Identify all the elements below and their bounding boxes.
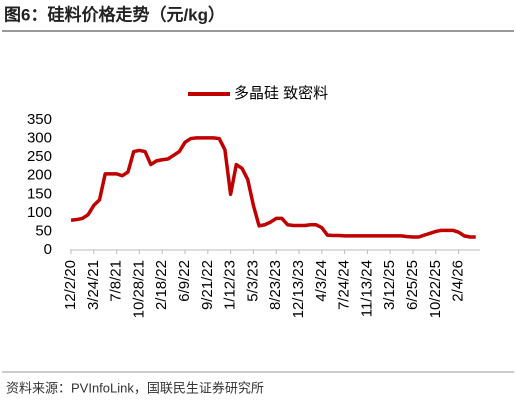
x-tick-label: 10/28/21 (130, 260, 147, 318)
x-tick-label: 12/13/23 (290, 260, 307, 318)
x-tick-label: 7/24/24 (336, 260, 353, 310)
x-tick-label: 11/13/24 (358, 260, 375, 317)
legend-label: 多晶硅 致密料 (234, 85, 328, 102)
y-tick-label: 250 (27, 148, 52, 165)
x-tick-label: 7/8/21 (108, 260, 125, 302)
x-tick-label: 4/3/24 (313, 260, 330, 302)
y-tick-label: 350 (27, 111, 52, 128)
y-tick-label: 200 (27, 167, 52, 184)
x-tick-label: 6/25/25 (404, 260, 421, 310)
y-tick-label: 300 (27, 130, 52, 147)
series-line (70, 136, 476, 239)
source: 资料来源：PVInfoLink，国联民生证券研究所 (6, 380, 264, 395)
y-tick-label: 100 (27, 204, 52, 221)
x-tick-label: 10/22/25 (427, 260, 444, 318)
chart-title: 图6：硅料价格走势（元/kg） (4, 4, 225, 24)
x-tick-label: 2/4/26 (450, 260, 467, 302)
x-tick-label: 12/2/20 (62, 260, 79, 310)
y-tick-label: 50 (35, 222, 52, 239)
x-tick-label: 5/3/23 (244, 260, 261, 302)
x-tick-label: 3/12/25 (381, 260, 398, 310)
x-tick-label: 2/18/22 (153, 260, 170, 310)
y-tick-label: 0 (44, 241, 52, 258)
x-tick-label: 9/21/22 (199, 260, 216, 310)
x-tick-label: 8/23/23 (267, 260, 284, 310)
x-tick-label: 6/9/22 (176, 260, 193, 302)
x-tick-label: 3/24/21 (85, 260, 102, 310)
x-tick-label: 1/12/23 (222, 260, 239, 310)
y-tick-label: 150 (27, 185, 52, 202)
